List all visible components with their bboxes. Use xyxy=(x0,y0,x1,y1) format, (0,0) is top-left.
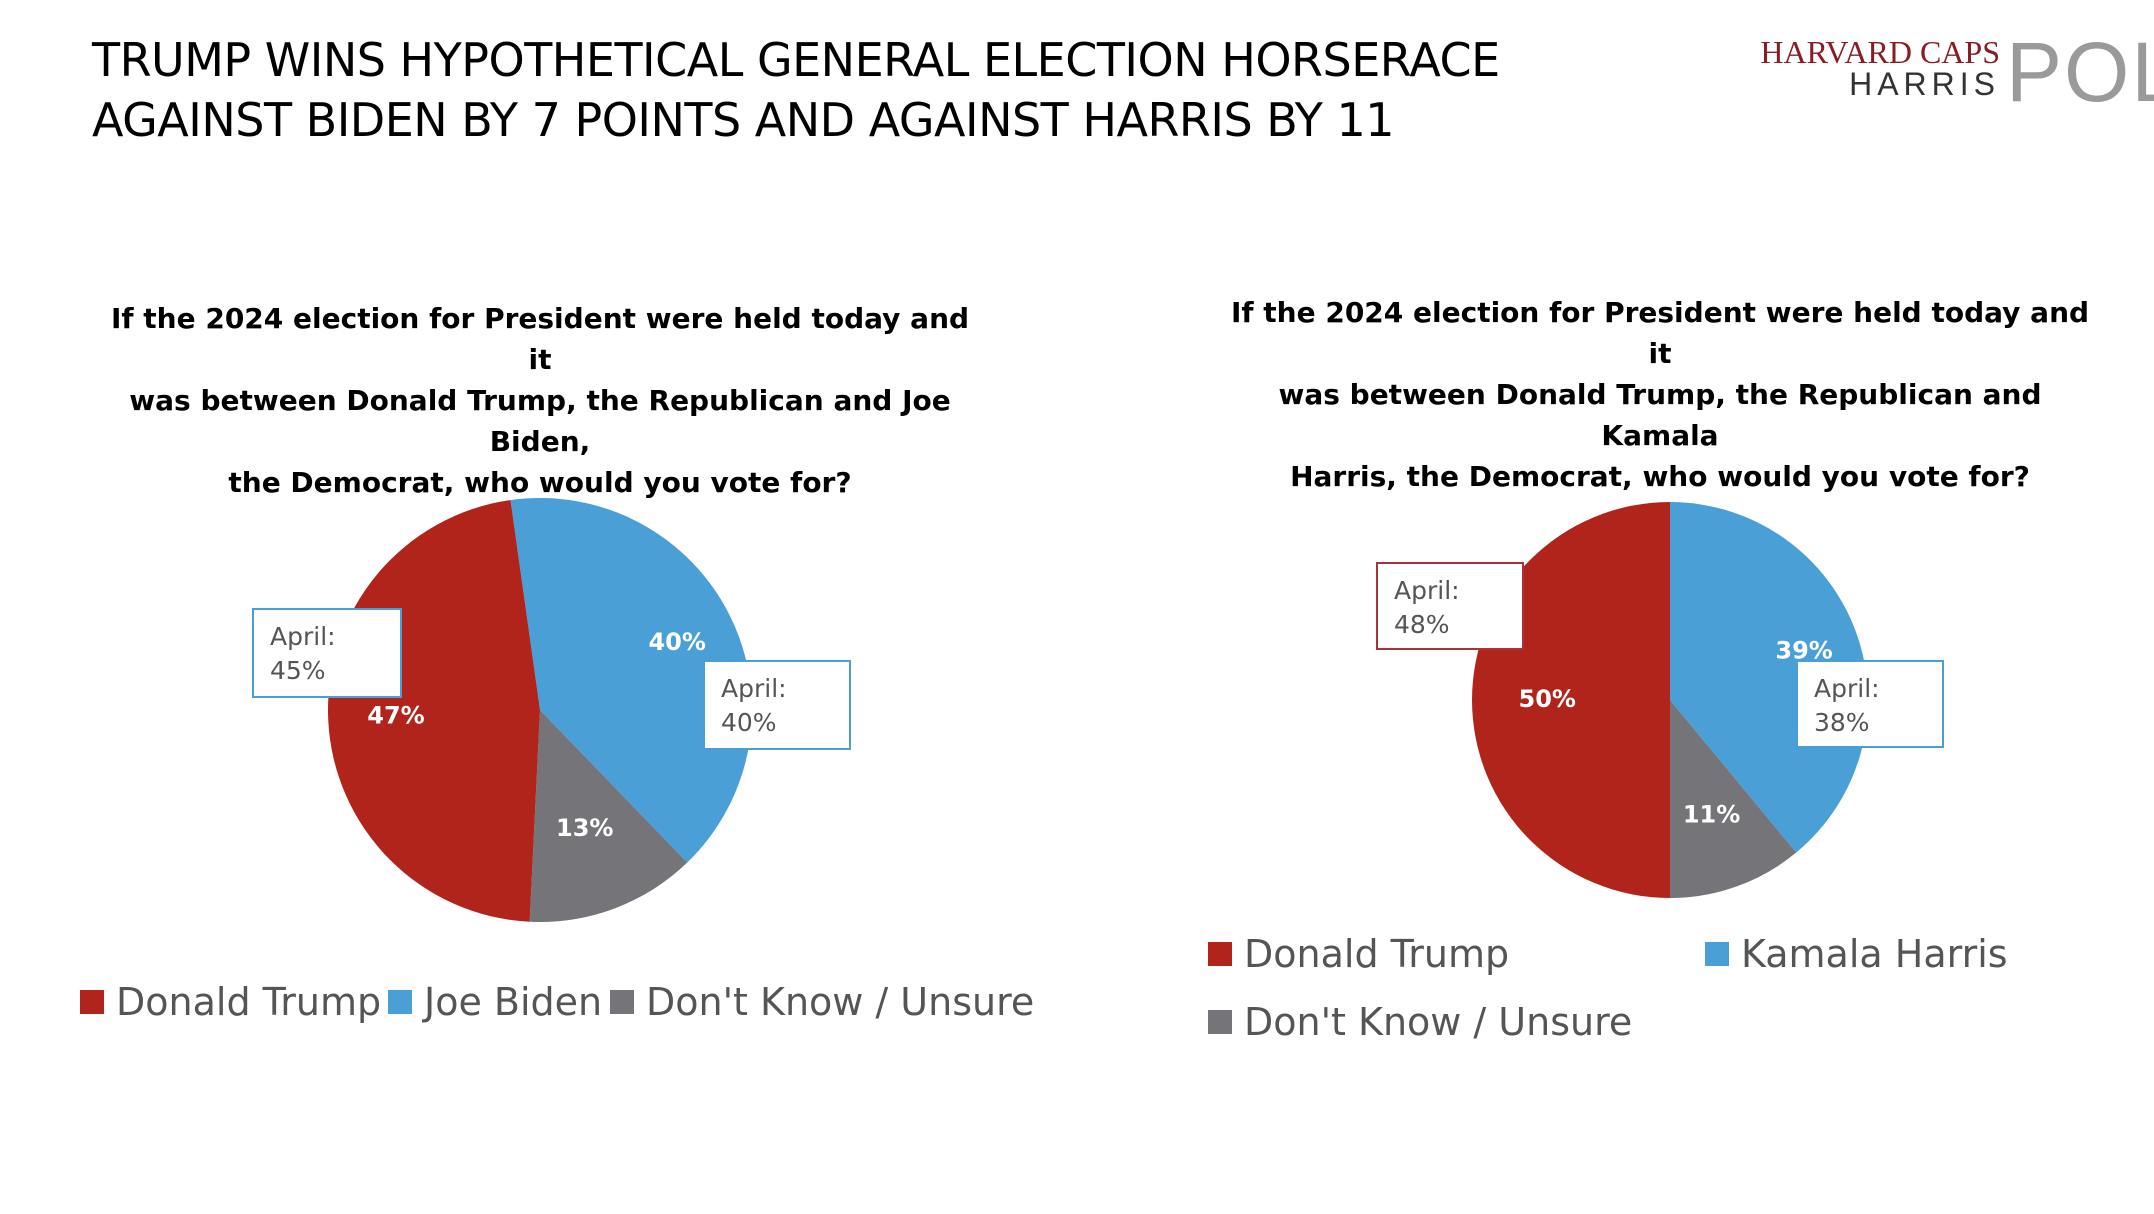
chart-2-legend-trump: Donald Trump xyxy=(1208,932,1509,976)
page-title: TRUMP WINS HYPOTHETICAL GENERAL ELECTION… xyxy=(92,30,1652,150)
logo-line-3: POLL xyxy=(2006,25,2154,119)
chart-1-legend-trump-swatch xyxy=(80,990,104,1014)
chart-1-slice-donald-trump xyxy=(328,500,540,922)
chart-1-callout-trump-label: April: xyxy=(270,622,336,651)
chart-1-legend-biden: Joe Biden xyxy=(388,980,602,1024)
chart-2-callout-harris-april: April: 38% xyxy=(1796,660,1944,748)
chart-1-question-line-2: was between Donald Trump, the Republican… xyxy=(129,384,951,458)
chart-2-label-don-t-know-unsure: 11% xyxy=(1683,801,1740,829)
chart-2-legend-harris: Kamala Harris xyxy=(1705,932,2008,976)
harvard-caps-harris-poll-logo: HARVARD CAPS HARRIS POLL xyxy=(1754,25,2154,119)
logo-line-2: HARRIS xyxy=(1849,66,2000,102)
chart-1-callout-biden-label: April: xyxy=(721,674,787,703)
chart-1-callout-trump-value: 45% xyxy=(270,656,326,685)
chart-1-callout-biden-april: April: 40% xyxy=(703,660,851,750)
chart-2-callout-trump-april: April: 48% xyxy=(1376,562,1524,650)
chart-2-question-line-3: Harris, the Democrat, who would you vote… xyxy=(1290,460,2030,493)
chart-1-legend-unsure-label: Don't Know / Unsure xyxy=(646,980,1035,1024)
chart-1-question: If the 2024 election for President were … xyxy=(100,298,980,503)
chart-1-legend-trump: Donald Trump xyxy=(80,980,381,1024)
chart-1-pie: 40% 13% 47% xyxy=(328,498,752,922)
chart-1-question-line-3: the Democrat, who would you vote for? xyxy=(228,466,852,499)
title-line-2: AGAINST BIDEN BY 7 POINTS AND AGAINST HA… xyxy=(92,93,1395,147)
chart-2-question: If the 2024 election for President were … xyxy=(1220,292,2100,497)
chart-1-slice-don-t-know-unsure xyxy=(529,710,688,922)
chart-2-callout-trump-value: 48% xyxy=(1394,610,1450,639)
chart-2-legend-unsure-label: Don't Know / Unsure xyxy=(1244,1000,1633,1044)
chart-1-legend-trump-label: Donald Trump xyxy=(116,980,382,1024)
chart-1-legend-biden-label: Joe Biden xyxy=(424,980,603,1024)
chart-1-question-line-1: If the 2024 election for President were … xyxy=(110,302,970,376)
chart-1-label-joe-biden: 40% xyxy=(648,628,705,656)
chart-2-question-line-2: was between Donald Trump, the Republican… xyxy=(1278,378,2042,452)
chart-1-legend-unsure: Don't Know / Unsure xyxy=(610,980,1034,1024)
chart-2-slice-don-t-know-unsure xyxy=(1670,700,1797,898)
logo-line-1: HARVARD CAPS xyxy=(1760,34,2000,70)
chart-2-legend-unsure-swatch xyxy=(1208,1010,1232,1034)
chart-2-slice-kamala-harris xyxy=(1670,502,1868,853)
chart-2-label-donald-trump: 50% xyxy=(1519,685,1576,713)
chart-2-legend-unsure: Don't Know / Unsure xyxy=(1208,1000,1632,1044)
chart-1-callout-biden-value: 40% xyxy=(721,708,777,737)
chart-2-callout-harris-value: 38% xyxy=(1814,708,1870,737)
chart-1-label-donald-trump: 47% xyxy=(367,702,424,730)
chart-1-legend-biden-swatch xyxy=(388,990,412,1014)
chart-2-legend-trump-swatch xyxy=(1208,942,1232,966)
chart-2-question-line-1: If the 2024 election for President were … xyxy=(1230,296,2090,370)
chart-1-slice-joe-biden xyxy=(510,498,752,863)
chart-2-callout-harris-label: April: xyxy=(1814,674,1880,703)
chart-2-legend-harris-swatch xyxy=(1705,942,1729,966)
chart-2-legend-harris-label: Kamala Harris xyxy=(1741,932,2008,976)
chart-1-callout-trump-april: April: 45% xyxy=(252,608,402,698)
chart-1-label-don-t-know-unsure: 13% xyxy=(556,814,613,842)
chart-2-legend-trump-label: Donald Trump xyxy=(1244,932,1510,976)
chart-1-legend-unsure-swatch xyxy=(610,990,634,1014)
chart-2-callout-trump-label: April: xyxy=(1394,576,1460,605)
title-line-1: TRUMP WINS HYPOTHETICAL GENERAL ELECTION… xyxy=(92,33,1500,87)
